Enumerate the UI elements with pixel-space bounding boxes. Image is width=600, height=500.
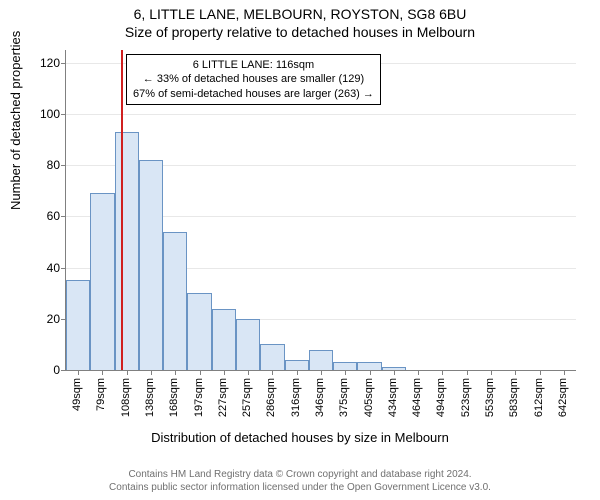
y-tick-label: 60 <box>5 209 60 223</box>
x-tick-mark <box>321 370 322 375</box>
x-tick-label: 612sqm <box>533 378 545 417</box>
property-marker-line <box>121 50 123 370</box>
y-tick-label: 40 <box>5 261 60 275</box>
y-tick-mark <box>61 268 66 269</box>
y-tick-label: 80 <box>5 158 60 172</box>
y-tick-mark <box>61 370 66 371</box>
x-tick-label: 523sqm <box>460 378 472 417</box>
x-tick-label: 49sqm <box>71 378 83 411</box>
chart-root: 6, LITTLE LANE, MELBOURN, ROYSTON, SG8 6… <box>0 0 600 500</box>
x-axis-label: Distribution of detached houses by size … <box>0 430 600 445</box>
y-tick-label: 0 <box>5 363 60 377</box>
histogram-bar <box>357 362 381 370</box>
x-tick-label: 227sqm <box>217 378 229 417</box>
histogram-bar <box>139 160 163 370</box>
x-tick-mark <box>127 370 128 375</box>
x-tick-mark <box>540 370 541 375</box>
histogram-bar <box>163 232 187 370</box>
x-tick-label: 316sqm <box>290 378 302 417</box>
x-tick-mark <box>370 370 371 375</box>
histogram-bar <box>309 350 333 370</box>
x-tick-mark <box>442 370 443 375</box>
footer: Contains HM Land Registry data © Crown c… <box>0 468 600 494</box>
x-tick-label: 434sqm <box>387 378 399 417</box>
x-tick-mark <box>345 370 346 375</box>
x-tick-mark <box>78 370 79 375</box>
y-tick-label: 100 <box>5 107 60 121</box>
x-tick-mark <box>467 370 468 375</box>
y-tick-mark <box>61 216 66 217</box>
histogram-bar <box>115 132 139 370</box>
annotation-line-1: 6 LITTLE LANE: 116sqm <box>133 58 374 72</box>
x-tick-mark <box>394 370 395 375</box>
histogram-bar <box>236 319 260 370</box>
x-tick-label: 138sqm <box>144 378 156 417</box>
x-tick-mark <box>200 370 201 375</box>
annotation-box: 6 LITTLE LANE: 116sqm ← 33% of detached … <box>126 54 381 105</box>
x-tick-mark <box>224 370 225 375</box>
x-tick-mark <box>248 370 249 375</box>
y-tick-mark <box>61 319 66 320</box>
histogram-bar <box>187 293 211 370</box>
x-tick-label: 553sqm <box>484 378 496 417</box>
histogram-bar <box>333 362 357 370</box>
histogram-bar <box>260 344 284 370</box>
x-tick-mark <box>515 370 516 375</box>
x-tick-label: 79sqm <box>95 378 107 411</box>
y-tick-mark <box>61 114 66 115</box>
y-tick-mark <box>61 63 66 64</box>
x-tick-label: 375sqm <box>338 378 350 417</box>
x-tick-label: 583sqm <box>508 378 520 417</box>
x-tick-label: 464sqm <box>411 378 423 417</box>
y-tick-mark <box>61 165 66 166</box>
footer-line-2: Contains public sector information licen… <box>0 481 600 494</box>
x-tick-mark <box>175 370 176 375</box>
x-tick-mark <box>151 370 152 375</box>
x-tick-mark <box>564 370 565 375</box>
histogram-bar <box>285 360 309 370</box>
x-tick-mark <box>297 370 298 375</box>
chart-subtitle: Size of property relative to detached ho… <box>0 24 600 40</box>
x-tick-label: 168sqm <box>168 378 180 417</box>
x-tick-label: 108sqm <box>120 378 132 417</box>
x-tick-label: 405sqm <box>363 378 375 417</box>
histogram-bar <box>66 280 90 370</box>
annotation-line-2: ← 33% of detached houses are smaller (12… <box>133 72 374 86</box>
x-tick-label: 257sqm <box>241 378 253 417</box>
annotation-line-3: 67% of semi-detached houses are larger (… <box>133 87 374 101</box>
x-tick-mark <box>102 370 103 375</box>
y-tick-label: 120 <box>5 56 60 70</box>
y-tick-label: 20 <box>5 312 60 326</box>
x-tick-mark <box>272 370 273 375</box>
x-tick-label: 642sqm <box>557 378 569 417</box>
footer-line-1: Contains HM Land Registry data © Crown c… <box>0 468 600 481</box>
plot-area: 6 LITTLE LANE: 116sqm ← 33% of detached … <box>65 50 576 371</box>
x-tick-label: 346sqm <box>314 378 326 417</box>
histogram-bar <box>212 309 236 370</box>
x-tick-label: 197sqm <box>193 378 205 417</box>
x-tick-label: 494sqm <box>435 378 447 417</box>
histogram-bar <box>90 193 114 370</box>
x-tick-mark <box>418 370 419 375</box>
x-tick-mark <box>491 370 492 375</box>
address-title: 6, LITTLE LANE, MELBOURN, ROYSTON, SG8 6… <box>0 6 600 22</box>
x-tick-label: 286sqm <box>265 378 277 417</box>
